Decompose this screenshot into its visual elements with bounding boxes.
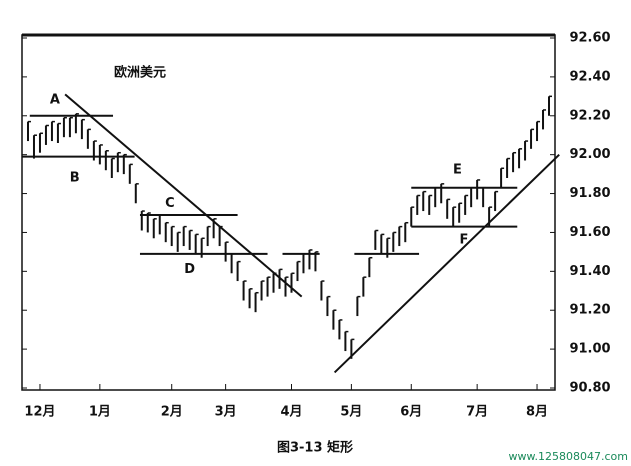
annotation: F [460,233,469,248]
y-tick-label: 91.00 [569,342,610,357]
x-tick-label: 3月 [215,405,237,420]
y-tick-label: 92.00 [569,147,610,162]
annotation: A [50,93,60,108]
x-tick-label: 8月 [526,405,548,420]
y-tick-label: 92.20 [569,108,610,123]
plot-frame [21,34,556,391]
y-tick-label: 92.60 [569,31,610,46]
annotation: B [70,171,80,186]
trend-line [64,93,303,298]
x-tick-label: 5月 [340,405,362,420]
x-tick-label: 1月 [89,405,111,420]
chart-title: 欧洲美元 [114,65,166,81]
y-tick-label: 91.60 [569,225,610,240]
caption: 图3-13 矩形 [277,440,353,456]
y-tick-label: 91.80 [569,186,610,201]
annotation: E [453,163,462,178]
annotation: C [165,196,175,211]
x-tick-label: 4月 [280,405,302,420]
x-tick-label: 7月 [466,405,488,420]
y-tick-label: 91.40 [569,264,610,279]
annotation: D [184,262,195,277]
trend-line [333,153,560,374]
watermark: www.125808047.com [509,450,628,463]
x-tick-label: 6月 [400,405,422,420]
y-tick-label: 92.40 [569,69,610,84]
y-tick-label: 91.20 [569,303,610,318]
x-tick-label: 12月 [24,405,55,420]
x-tick-label: 2月 [161,405,183,420]
y-tick-label: 90.80 [569,381,610,396]
